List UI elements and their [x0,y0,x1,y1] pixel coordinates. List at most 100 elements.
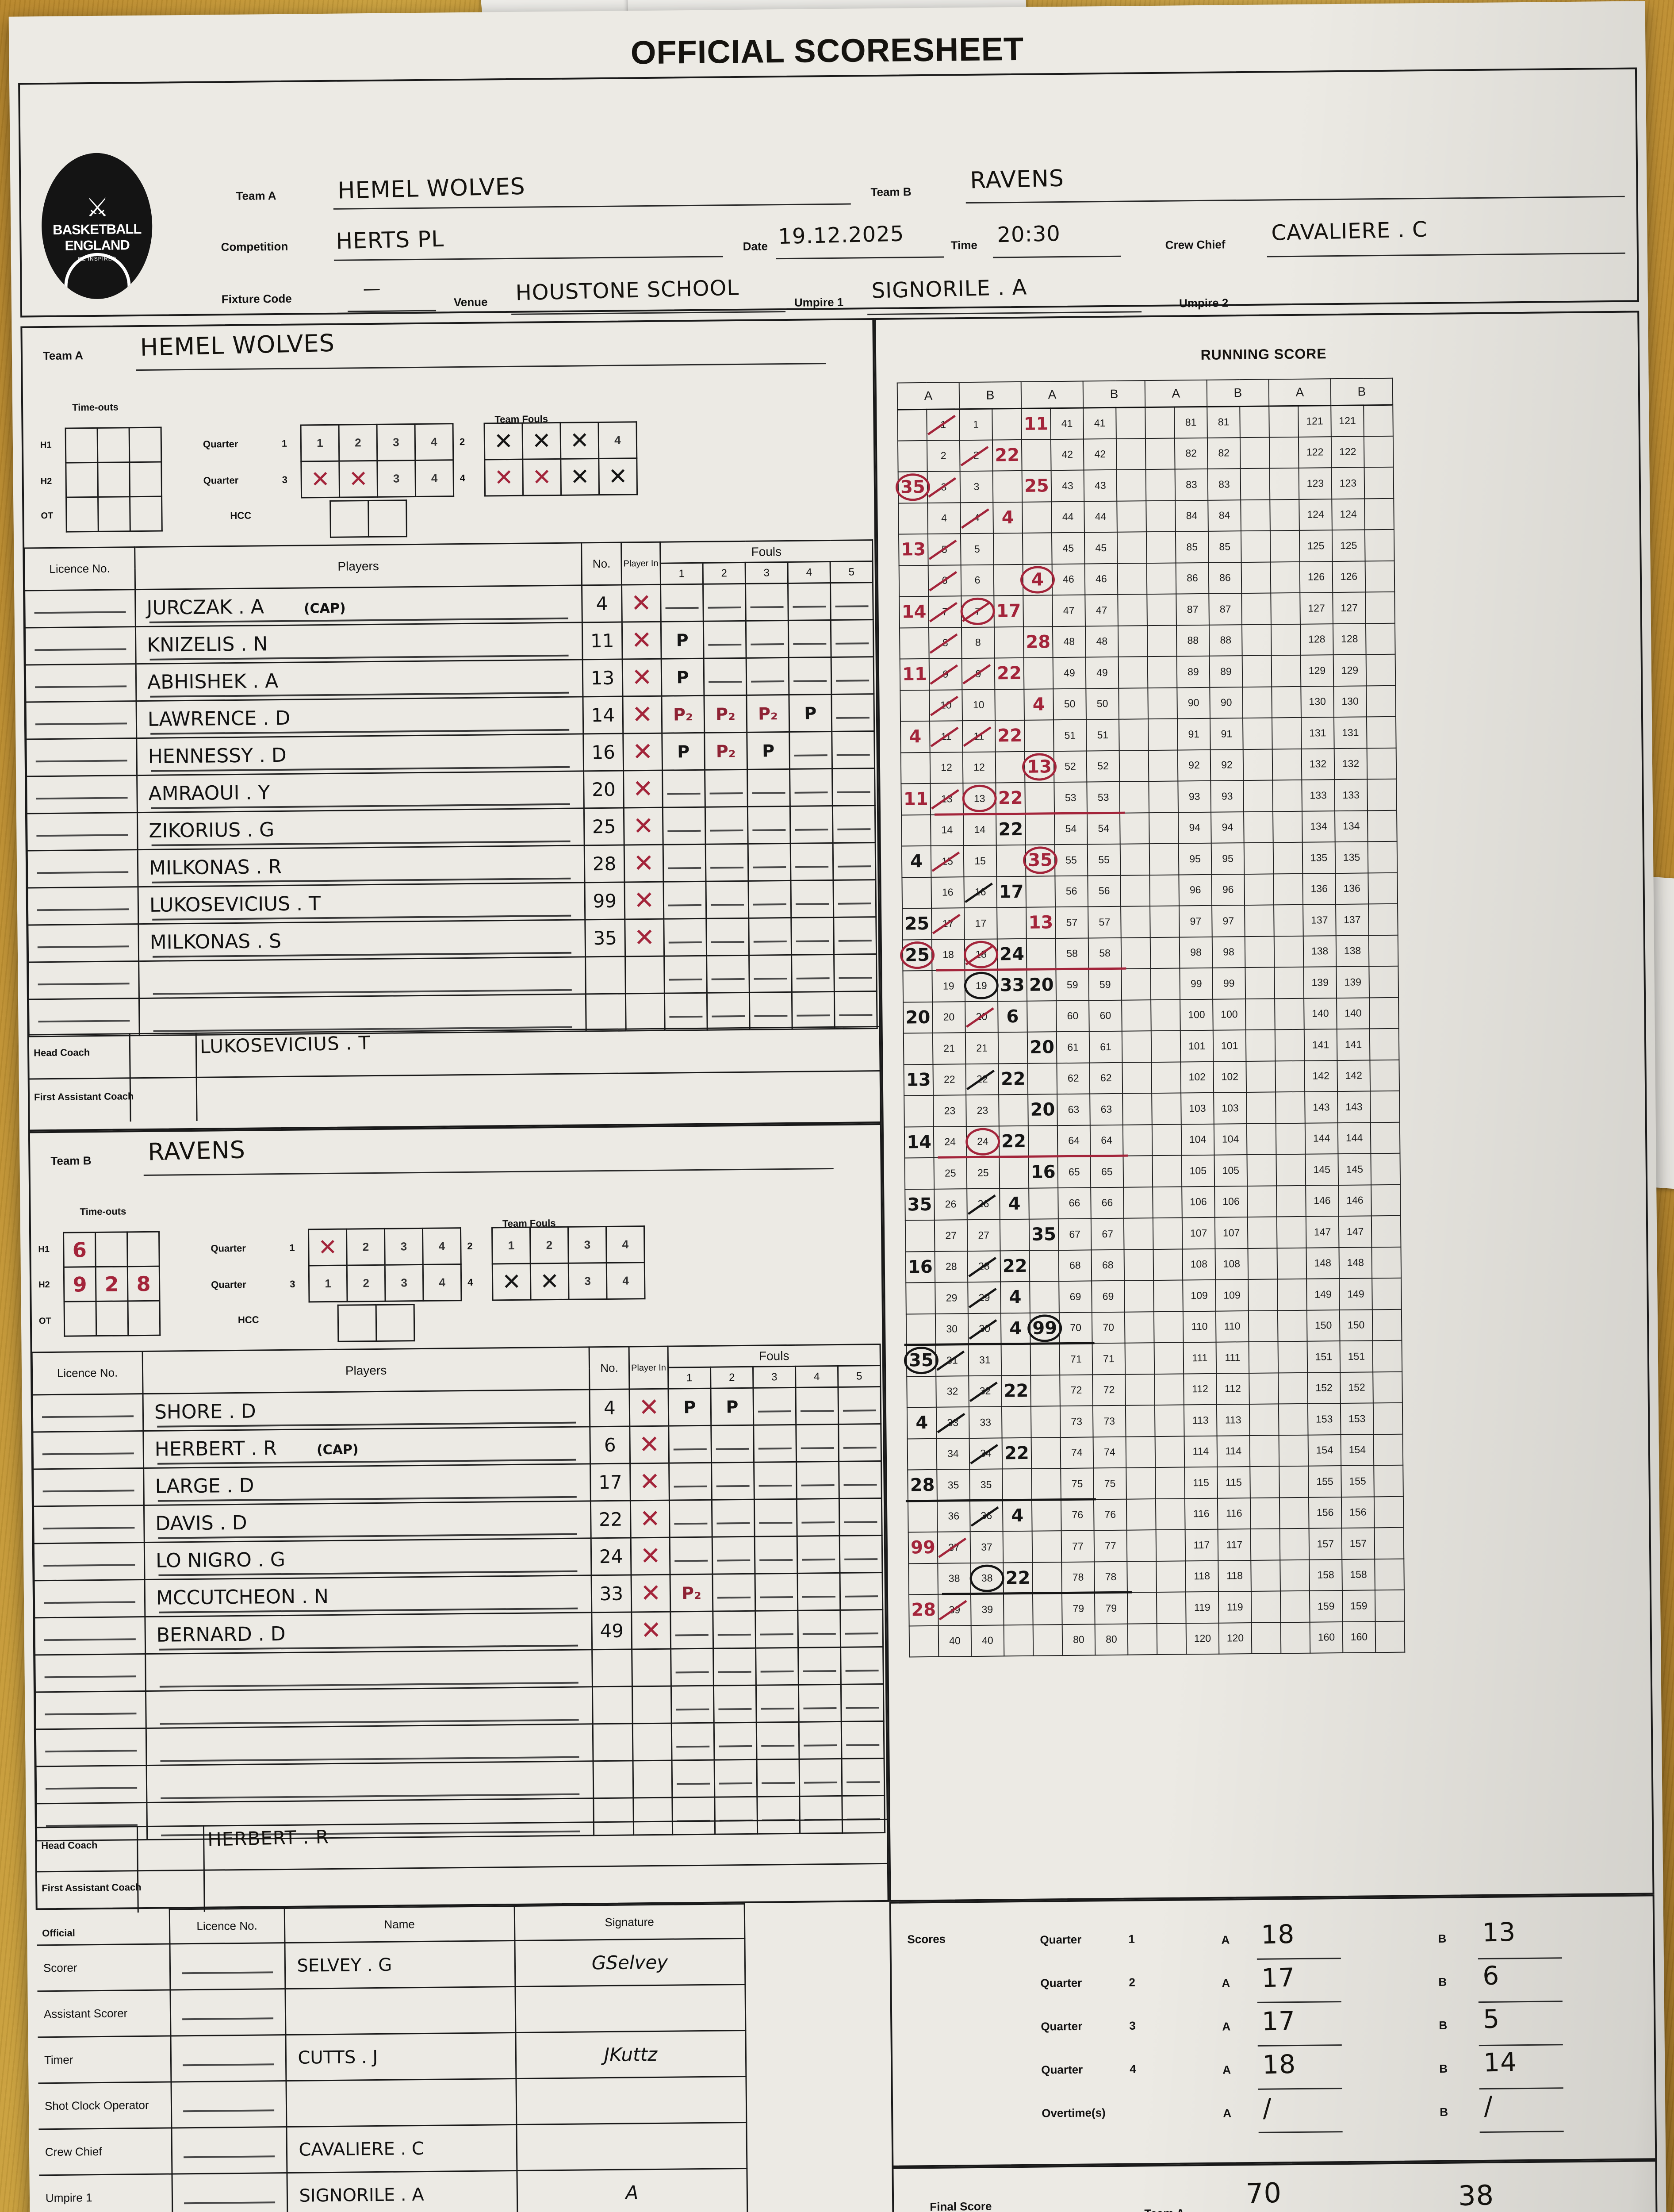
player-foul-cell[interactable] [746,657,789,695]
player-foul-cell[interactable] [834,991,877,1029]
player-foul-cell[interactable] [662,770,705,808]
rs-b-mark-cell[interactable] [1364,529,1394,561]
team-foul-cell[interactable]: 4 [598,422,637,459]
rs-b-mark-cell[interactable] [1364,404,1393,436]
player-foul-cell[interactable] [663,881,706,919]
official-signature[interactable]: JKuttz [515,2030,746,2079]
rs-b-mark-cell[interactable] [1368,872,1398,904]
rs-a-mark-cell[interactable] [1152,1124,1182,1156]
rs-a-mark-cell[interactable] [1152,1093,1181,1125]
rs-a-number-cell[interactable]: 43 [1051,470,1084,502]
rs-b-mark-cell[interactable] [996,845,1026,876]
rs-b-number-cell[interactable]: 125 [1332,530,1365,561]
rs-a-mark-cell[interactable] [1150,968,1180,1000]
team-foul-row[interactable]: ✕ ✕ ✕ 4 [484,422,637,460]
rs-a-number-cell[interactable]: 83 [1175,469,1208,501]
player-foul-cell[interactable] [842,1795,885,1833]
team-foul-cell[interactable]: 4 [422,1228,461,1265]
rs-a-mark-cell[interactable] [1275,998,1304,1030]
rs-b-mark-cell[interactable] [1246,1123,1276,1155]
rs-b-mark-cell[interactable] [1004,1624,1034,1656]
player-foul-cell[interactable] [838,1424,881,1462]
player-licence[interactable] [35,1728,147,1767]
rs-a-number-cell[interactable]: 61 [1056,1031,1090,1063]
rs-b-number-cell[interactable]: 105 [1214,1155,1248,1187]
rs-b-number-cell[interactable]: 60 [1089,1000,1122,1032]
player-foul-cell[interactable] [704,658,747,696]
rs-b-mark-cell[interactable] [1119,719,1149,751]
rs-a-number-cell[interactable]: 51 [1053,719,1087,751]
team-b-fouls-q1q3[interactable]: ✕ 2 3 4 1 2 3 4 [308,1227,462,1302]
player-number[interactable]: 33 [591,1575,632,1613]
rs-b-mark-cell[interactable] [1366,685,1396,717]
rs-a-number-cell[interactable]: 118 [1185,1560,1218,1592]
rs-b-number-cell[interactable]: 132 [1334,748,1368,780]
rs-a-mark-cell[interactable]: 13 [904,1064,934,1096]
rs-b-number-cell[interactable]: 145 [1338,1153,1371,1185]
rs-a-mark-cell[interactable] [907,1376,936,1408]
officials-row[interactable]: Scorer SELVEY . G GSelvey [37,1938,745,1991]
rs-a-mark-cell[interactable] [1030,1406,1061,1438]
rs-a-number-cell[interactable]: 145 [1305,1154,1339,1186]
player-licence[interactable] [36,1765,147,1804]
rs-b-number-cell[interactable]: 15 [963,845,997,877]
officials-row[interactable]: Shot Clock Operator [38,2076,747,2129]
rs-b-number-cell[interactable]: 146 [1338,1184,1371,1217]
final-score-b-value[interactable]: 38 [1458,2179,1494,2212]
rs-a-mark-cell[interactable] [898,503,928,534]
player-foul-cell[interactable] [830,582,873,620]
player-in-mark[interactable] [633,1797,673,1835]
rs-a-number-cell[interactable]: 160 [1310,1621,1343,1653]
rs-a-mark-cell[interactable] [1154,1405,1184,1436]
rs-a-number-cell[interactable]: 110 [1183,1311,1216,1343]
rs-b-number-cell[interactable]: 46 [1084,563,1118,595]
rs-b-mark-cell[interactable] [995,689,1025,721]
running-score-row[interactable]: 11 13 13 22 53 53 93 93 133 133 [901,779,1397,816]
rs-b-number-cell[interactable]: 106 [1214,1186,1248,1217]
player-in-mark[interactable]: ✕ [622,659,662,697]
rs-a-mark-cell[interactable] [1273,811,1302,843]
rs-a-number-cell[interactable]: 25 [934,1157,967,1189]
player-foul-cell[interactable]: P [661,658,704,696]
player-foul-cell[interactable] [754,1499,797,1537]
rs-a-mark-cell[interactable]: 28 [905,1469,1096,1502]
rs-b-number-cell[interactable]: 142 [1337,1060,1371,1092]
player-number[interactable]: 24 [591,1537,632,1575]
player-in-mark[interactable]: ✕ [624,882,664,920]
running-score-row[interactable]: 14 14 22 54 54 94 94 134 134 [901,810,1397,846]
team-foul-cell[interactable]: ✕ [560,458,599,495]
rs-b-mark-cell[interactable] [1244,842,1274,874]
rs-a-number-cell[interactable]: 141 [1304,1029,1337,1061]
rs-b-number-cell[interactable]: 49 [1085,657,1119,688]
team-foul-row[interactable]: ✕ ✕ 3 4 [492,1262,645,1300]
rs-b-number-cell[interactable]: 48 [1085,626,1119,657]
rs-a-mark-cell[interactable] [1032,1531,1062,1563]
rs-a-mark-cell[interactable] [1157,1623,1187,1655]
player-name[interactable]: DAVIS . D [144,1501,591,1543]
team-foul-cell[interactable]: 2 [339,424,377,461]
rs-a-number-cell[interactable]: 129 [1300,655,1334,687]
rs-b-mark-cell[interactable] [1001,1406,1031,1438]
rs-b-number-cell[interactable]: 52 [1086,750,1120,782]
player-foul-cell[interactable] [832,768,875,806]
rs-b-mark-cell[interactable]: 22 [935,782,1125,816]
rs-b-number-cell[interactable]: 126 [1332,561,1366,593]
player-foul-cell[interactable] [839,1535,882,1573]
team-foul-cell[interactable]: ✕ [522,422,561,460]
player-foul-cell[interactable] [797,1573,840,1611]
date-value[interactable]: 19.12.2025 [778,221,904,250]
rs-b-number-cell[interactable]: 62 [1089,1062,1123,1094]
running-score-row[interactable]: 27 27 35 67 67 107 107 147 147 [905,1215,1401,1252]
player-foul-cell[interactable] [705,806,748,845]
rs-a-number-cell[interactable]: 65 [1057,1156,1091,1188]
player-in-mark[interactable] [625,993,665,1031]
player-foul-cell[interactable] [833,842,876,880]
timeout-cell[interactable] [95,1232,128,1267]
timeout-cell[interactable]: 6 [63,1232,96,1267]
player-foul-cell[interactable]: P₂ [746,695,789,733]
player-number[interactable]: 13 [582,659,623,697]
rs-b-mark-cell[interactable] [1374,1465,1403,1497]
rs-b-mark-cell[interactable] [1119,687,1148,719]
rs-a-number-cell[interactable]: 137 [1303,904,1336,936]
player-name[interactable]: ABHISHEK . A [136,659,583,701]
